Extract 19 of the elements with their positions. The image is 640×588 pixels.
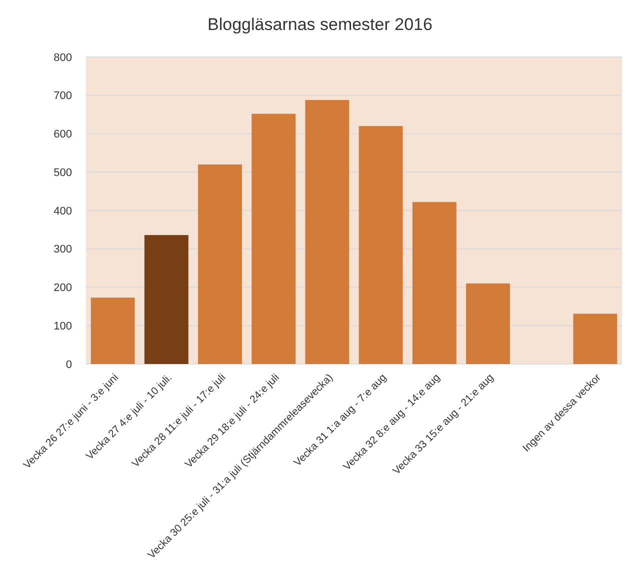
y-tick-label: 500	[54, 166, 72, 179]
y-tick-label: 800	[54, 52, 72, 64]
y-tick-label: 700	[54, 90, 72, 102]
y-tick-label: 0	[66, 358, 72, 371]
bar	[573, 314, 618, 364]
y-tick-label: 100	[54, 320, 72, 332]
bar	[90, 298, 135, 364]
y-tick-label: 300	[54, 244, 72, 256]
bar	[252, 114, 296, 364]
bar	[305, 100, 350, 364]
chart-title: Bloggläsarnas semester 2016	[208, 15, 432, 34]
y-tick-label: 200	[54, 282, 72, 294]
bar	[412, 202, 456, 364]
bar	[358, 126, 403, 364]
y-tick-label: 400	[54, 205, 72, 218]
bar	[198, 164, 242, 364]
bar	[144, 235, 188, 364]
bar	[466, 283, 510, 364]
y-tick-label: 600	[54, 128, 72, 141]
